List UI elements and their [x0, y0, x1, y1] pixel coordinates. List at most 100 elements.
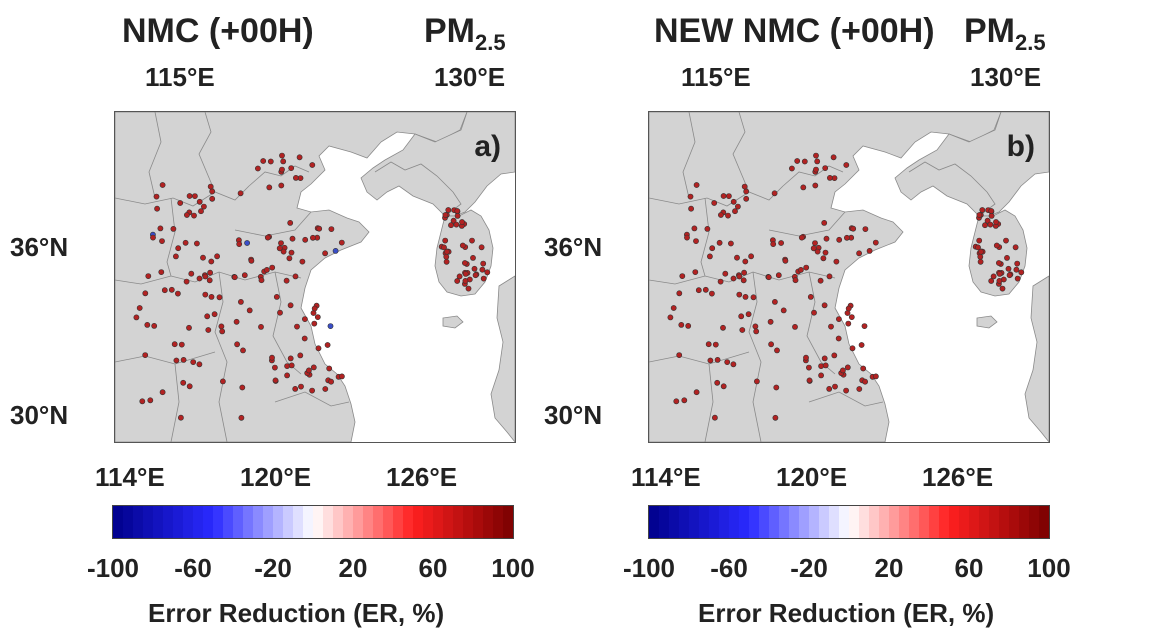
station-marker — [741, 269, 747, 276]
station-marker — [709, 290, 715, 297]
station-marker — [768, 341, 774, 348]
station-marker — [828, 323, 834, 330]
station-marker — [843, 387, 849, 394]
station-marker — [157, 225, 164, 232]
station-marker — [866, 247, 873, 254]
station-marker — [805, 364, 812, 371]
station-marker — [175, 245, 182, 252]
colorbar-segment — [879, 506, 889, 538]
station-marker — [220, 378, 226, 385]
station-marker — [297, 352, 304, 359]
station-marker — [822, 362, 829, 369]
colorbar-segment — [313, 506, 323, 538]
station-marker — [720, 193, 727, 199]
station-marker — [328, 226, 335, 232]
station-marker — [752, 323, 759, 330]
province-border — [808, 391, 884, 407]
province-border — [274, 391, 350, 407]
station-marker — [309, 387, 315, 394]
colorbar-title: Error Reduction (ER, %) — [698, 598, 995, 628]
station-marker — [258, 323, 264, 330]
station-marker — [147, 397, 154, 404]
station-marker — [988, 213, 995, 219]
station-marker — [732, 208, 738, 215]
colorbar-segment — [173, 506, 183, 538]
station-marker — [443, 248, 450, 255]
station-marker — [767, 318, 774, 325]
panel-title: NEW NMC (+00H) — [654, 12, 935, 50]
station-marker — [218, 323, 225, 330]
station-marker — [684, 234, 690, 241]
colorbar-segment — [133, 506, 143, 538]
station-marker — [469, 237, 475, 244]
station-marker — [244, 240, 250, 246]
station-marker — [454, 278, 461, 284]
station-marker — [236, 241, 243, 247]
station-marker — [999, 285, 1006, 292]
colorbar-segment — [969, 506, 979, 538]
colorbar-segment — [233, 506, 243, 538]
station-marker — [820, 255, 827, 262]
station-marker — [982, 222, 988, 229]
station-marker — [691, 225, 698, 232]
station-marker — [238, 414, 245, 421]
station-marker — [470, 254, 476, 261]
station-marker — [843, 234, 850, 241]
station-marker — [801, 158, 808, 165]
land-area — [976, 315, 998, 329]
colorbar-segment — [403, 506, 413, 538]
station-marker — [813, 152, 819, 159]
station-marker — [862, 378, 868, 385]
station-marker — [480, 260, 487, 267]
panel-title: NMC (+00H) — [122, 12, 314, 50]
colorbar-tick-label: 20 — [338, 553, 368, 583]
station-marker — [807, 293, 814, 300]
station-marker — [742, 258, 749, 265]
land-area — [442, 315, 464, 329]
province-border — [234, 211, 312, 237]
station-marker — [246, 307, 253, 314]
station-marker — [288, 362, 295, 369]
province-border — [700, 197, 710, 277]
colorbar-tick-label: -60 — [710, 553, 748, 583]
station-marker — [133, 314, 140, 321]
province-border — [115, 185, 250, 207]
province-border — [782, 165, 844, 187]
station-marker — [826, 273, 833, 280]
station-marker — [278, 240, 284, 246]
station-marker — [258, 277, 265, 284]
station-marker — [450, 217, 457, 224]
station-marker — [214, 253, 220, 260]
station-marker — [151, 322, 158, 329]
station-marker — [739, 327, 746, 333]
lon-top-label: 115°E — [145, 62, 215, 92]
station-marker — [850, 225, 857, 232]
station-marker — [170, 226, 177, 232]
station-marker — [191, 212, 197, 219]
colorbar-segment — [1029, 506, 1039, 538]
station-marker — [745, 311, 752, 318]
colorbar-tick-label: -100 — [622, 553, 676, 583]
map-svg — [649, 112, 1049, 442]
colorbar-segment — [1039, 506, 1049, 538]
colorbar-segment — [769, 506, 779, 538]
colorbar-segment — [809, 506, 819, 538]
station-marker — [1003, 237, 1009, 244]
station-marker — [233, 318, 240, 325]
station-marker — [327, 323, 334, 329]
station-marker — [241, 272, 248, 279]
station-marker — [676, 352, 683, 358]
panel-label: a) — [474, 130, 501, 163]
colorbar-segment — [203, 506, 213, 538]
colorbar-segment — [949, 506, 959, 538]
station-marker — [832, 383, 838, 390]
station-marker — [856, 250, 862, 257]
station-marker — [810, 245, 817, 252]
station-marker — [862, 226, 869, 232]
province-border — [908, 161, 988, 193]
station-marker — [248, 257, 255, 264]
colorbar-segment — [659, 506, 669, 538]
colorbar-segment — [193, 506, 203, 538]
colorbar-segment — [373, 506, 383, 538]
station-marker — [209, 188, 216, 195]
